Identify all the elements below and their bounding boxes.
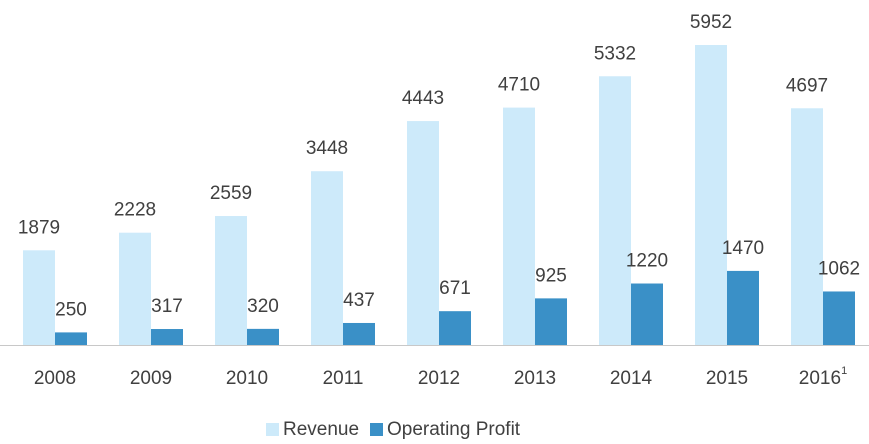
x-tick-label: 2009 xyxy=(130,368,172,389)
x-tick-label-text: 2016 xyxy=(799,368,841,389)
value-label: 4710 xyxy=(498,75,540,96)
bar xyxy=(23,250,55,345)
value-label: 5952 xyxy=(690,12,732,33)
x-tick-label-text: 2010 xyxy=(226,368,268,389)
value-label: 1062 xyxy=(818,258,860,279)
bar xyxy=(407,121,439,345)
bar xyxy=(535,298,567,345)
x-tick-label: 2011 xyxy=(323,368,364,389)
bar xyxy=(343,322,375,345)
bar xyxy=(631,283,663,345)
x-tick-label: 2015 xyxy=(706,368,748,389)
value-label: 2228 xyxy=(114,200,156,221)
value-label: 3448 xyxy=(306,138,348,159)
bar xyxy=(439,311,471,345)
value-label: 2559 xyxy=(210,183,252,204)
value-label: 250 xyxy=(55,299,87,320)
x-tick-label: 2012 xyxy=(418,368,460,389)
value-label: 671 xyxy=(439,278,471,299)
value-label: 1879 xyxy=(18,217,60,238)
x-tick-label-text: 2011 xyxy=(323,368,364,389)
x-tick-label: 2013 xyxy=(514,368,556,389)
value-label: 317 xyxy=(151,296,183,317)
legend-label: Revenue xyxy=(283,419,359,440)
x-tick-superscript: 1 xyxy=(841,365,847,377)
value-label: 437 xyxy=(343,290,375,311)
value-label: 5332 xyxy=(594,43,636,64)
x-tick-label: 2014 xyxy=(610,368,653,389)
x-tick-label: 2008 xyxy=(34,368,76,389)
bar xyxy=(55,332,87,345)
value-label: 1220 xyxy=(626,251,668,272)
bar xyxy=(311,171,343,345)
x-tick-label: 2010 xyxy=(226,368,268,389)
x-tick-label: 20161 xyxy=(799,365,847,389)
value-label: 1470 xyxy=(722,238,764,259)
bar xyxy=(503,107,535,346)
value-label: 320 xyxy=(247,296,279,317)
x-tick-label-text: 2014 xyxy=(610,368,653,389)
x-tick-label-text: 2013 xyxy=(514,368,556,389)
x-tick-label-text: 2012 xyxy=(418,368,460,389)
value-label: 4443 xyxy=(402,88,444,109)
bar xyxy=(599,76,631,345)
x-tick-label-text: 2009 xyxy=(130,368,172,389)
bar xyxy=(727,270,759,345)
legend-swatch xyxy=(370,423,383,436)
legend-swatch xyxy=(266,423,279,436)
bar xyxy=(119,232,151,345)
bar xyxy=(151,329,183,345)
value-label: 925 xyxy=(535,265,567,286)
value-label: 4697 xyxy=(786,75,828,96)
x-tick-label-text: 2008 xyxy=(34,368,76,389)
bar xyxy=(823,291,855,345)
bar xyxy=(215,216,247,345)
x-tick-label-text: 2015 xyxy=(706,368,748,389)
bar xyxy=(695,45,727,345)
bar xyxy=(791,108,823,346)
bar xyxy=(247,328,279,345)
legend-label: Operating Profit xyxy=(387,419,521,440)
